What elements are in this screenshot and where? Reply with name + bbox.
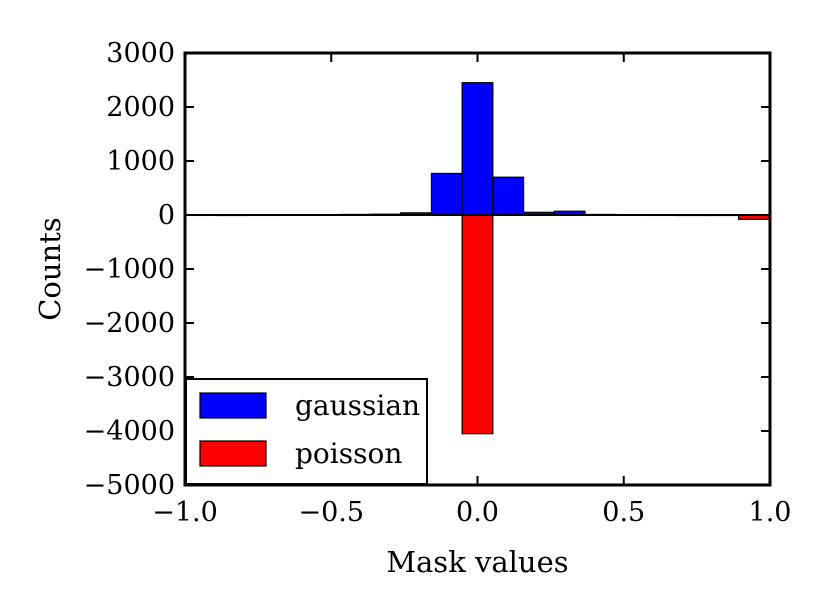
bar-gaussian-9 [461, 82, 494, 216]
y-tick-label: 1000 [106, 146, 175, 177]
legend-swatch-poisson [199, 440, 267, 467]
x-axis-label: Mask values [386, 545, 568, 579]
tick-labels-layer: −1.0 −0.5 0.0 0.5 1.0 3000 2000 1000 0 −1000 −2000… [84, 38, 792, 528]
y-tick-label: −2000 [84, 308, 175, 339]
legend-swatch-gaussian [199, 392, 267, 419]
x-tick-label: 1.0 [749, 497, 792, 528]
y-tick-label: −3000 [84, 362, 175, 393]
legend: gaussian poisson [185, 378, 428, 485]
y-tick-label: −1000 [84, 254, 175, 285]
x-tick-label: 0.5 [602, 497, 645, 528]
bar-poisson-0 [461, 214, 494, 435]
y-tick-label: −5000 [84, 470, 175, 501]
legend-label-poisson: poisson [295, 437, 402, 470]
bars-layer [185, 82, 770, 435]
x-tick-label: −1.0 [152, 497, 218, 528]
y-tick-label: 2000 [106, 92, 175, 123]
bar-gaussian-8 [430, 172, 463, 216]
x-tick-label: 0.0 [456, 497, 499, 528]
y-tick-label: −4000 [84, 416, 175, 447]
y-tick-label: 3000 [106, 38, 175, 69]
y-axis-label: Counts [33, 217, 67, 321]
x-tick-label: −0.5 [298, 497, 364, 528]
bar-gaussian-10 [492, 176, 525, 216]
legend-label-gaussian: gaussian [295, 389, 420, 422]
y-tick-label: 0 [158, 200, 175, 231]
